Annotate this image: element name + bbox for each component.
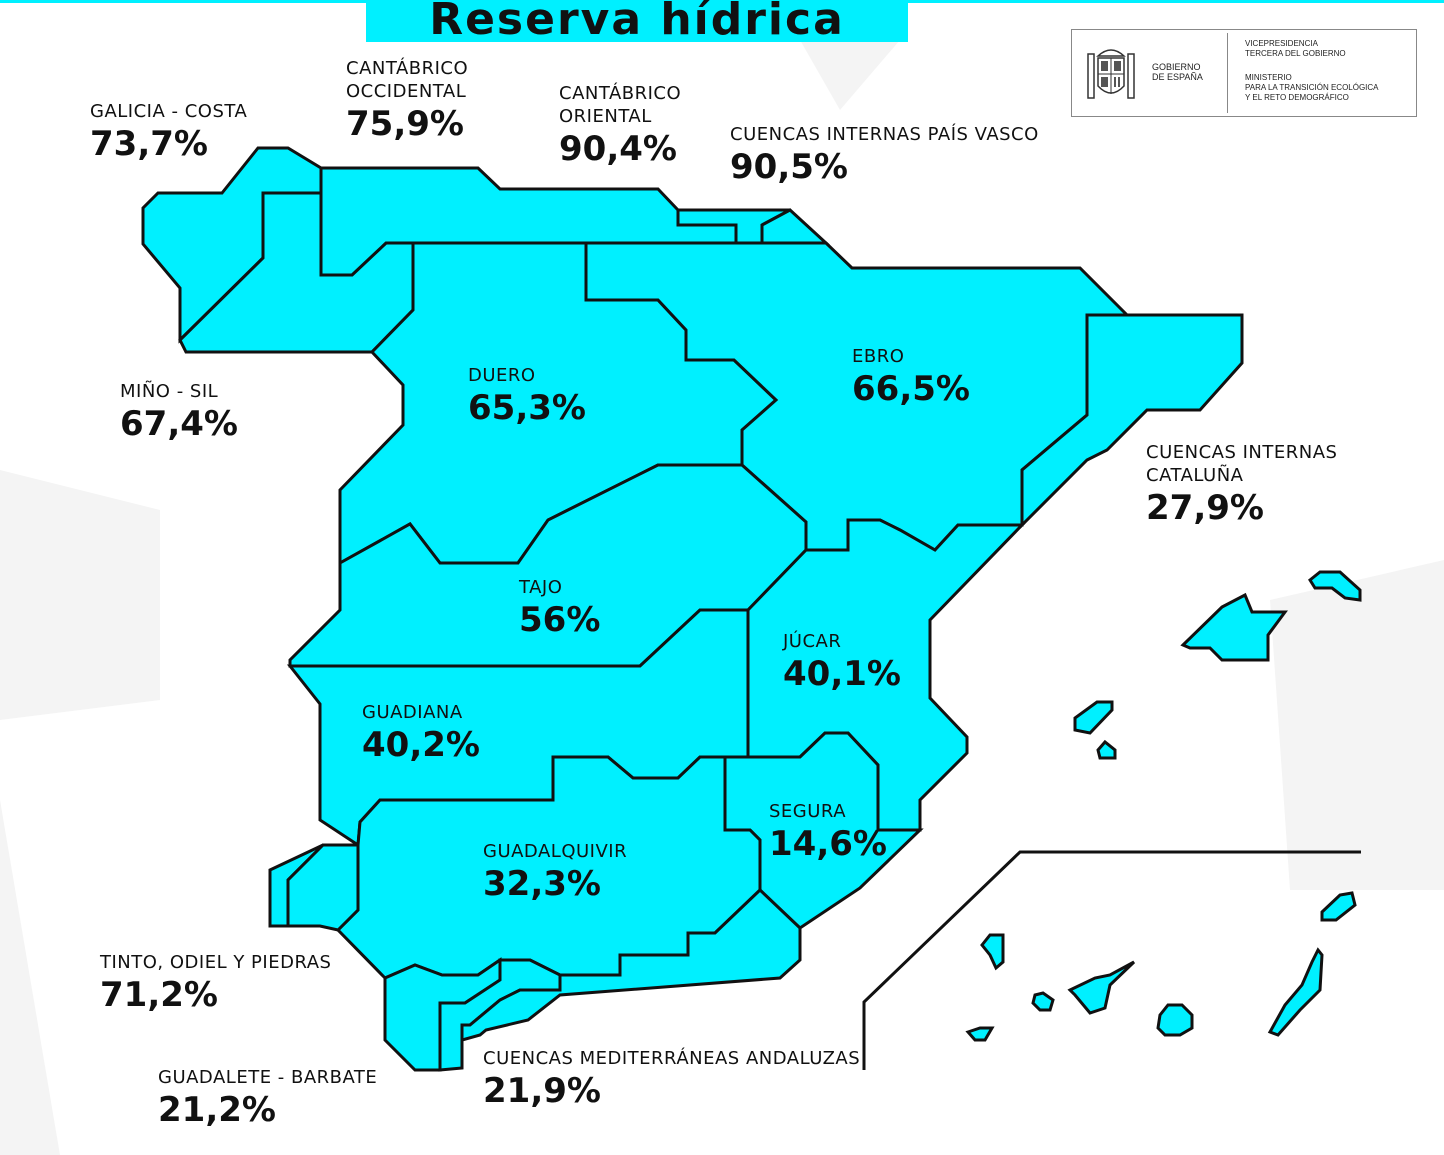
- basin-name: SEGURA: [769, 801, 847, 822]
- island-mallorca[interactable]: [1180, 592, 1288, 662]
- label-guadalquivir: GUADALQUIVIR 32,3%: [483, 840, 627, 905]
- basin-value: 67,4%: [120, 404, 238, 444]
- basin-name: MIÑO - SIL: [120, 381, 219, 402]
- map-title: Reserva hídrica: [429, 0, 845, 45]
- basin-tinto-odiel[interactable]: [286, 843, 360, 932]
- island-formentera[interactable]: [1096, 739, 1117, 760]
- basin-name: JÚCAR: [783, 631, 842, 652]
- ministerio-text: MINISTERIO PARA LA TRANSICIÓN ECOLÓGICA …: [1245, 73, 1379, 102]
- island-tenerife[interactable]: [1067, 960, 1136, 1015]
- island-la-gomera[interactable]: [1031, 991, 1055, 1012]
- basin-name: CUENCAS INTERNAS PAÍS VASCO: [730, 124, 1039, 145]
- basin-value: 56%: [519, 600, 601, 640]
- label-cataluna: CUENCAS INTERNAS CATALUÑA 27,9%: [1146, 441, 1337, 529]
- basin-value: 66,5%: [852, 369, 970, 409]
- island-ibiza[interactable]: [1073, 700, 1114, 735]
- label-pais-vasco: CUENCAS INTERNAS PAÍS VASCO 90,5%: [730, 123, 1039, 188]
- basin-value: 27,9%: [1146, 488, 1264, 528]
- label-ebro: EBRO 66,5%: [852, 345, 970, 410]
- label-tinto: TINTO, ODIEL Y PIEDRAS 71,2%: [100, 951, 331, 1016]
- label-mediterraneas: CUENCAS MEDITERRÁNEAS ANDALUZAS 21,9%: [483, 1047, 860, 1112]
- island-la-palma[interactable]: [980, 933, 1005, 971]
- basin-name: DUERO: [468, 365, 536, 386]
- basin-name: CANTÁBRICO OCCIDENTAL: [346, 58, 469, 102]
- basin-value: 40,2%: [362, 725, 480, 765]
- gobierno-text: GOBIERNO DE ESPAÑA: [1152, 62, 1203, 82]
- canary-inset-frame: [862, 850, 1361, 1070]
- government-logo: GOBIERNO DE ESPAÑA VICEPRESIDENCIA TERCE…: [1071, 29, 1417, 117]
- basin-name: GUADALQUIVIR: [483, 841, 628, 862]
- coat-of-arms-icon: [1087, 49, 1135, 99]
- label-cantabrico-oriental: CANTÁBRICO ORIENTAL 90,4%: [559, 82, 681, 170]
- island-lanzarote[interactable]: [1320, 891, 1357, 922]
- basin-value: 90,4%: [559, 129, 677, 169]
- basin-name: GALICIA - COSTA: [90, 101, 248, 122]
- basin-name: TAJO: [519, 577, 563, 598]
- basin-cataluna[interactable]: [1020, 313, 1244, 529]
- basin-name: EBRO: [852, 346, 905, 367]
- basin-name: GUADIANA: [362, 702, 463, 723]
- island-menorca[interactable]: [1308, 570, 1362, 602]
- basin-value: 65,3%: [468, 388, 586, 428]
- basin-name: GUADALETE - BARBATE: [158, 1067, 378, 1088]
- title-banner: Reserva hídrica: [366, 0, 908, 45]
- basin-tajo[interactable]: [288, 463, 808, 668]
- basin-name: CANTÁBRICO ORIENTAL: [559, 83, 682, 127]
- vicepresidencia-text: VICEPRESIDENCIA TERCERA DEL GOBIERNO: [1245, 39, 1346, 58]
- basin-name: CUENCAS INTERNAS CATALUÑA: [1146, 442, 1338, 486]
- label-guadalete: GUADALETE - BARBATE 21,2%: [158, 1066, 377, 1131]
- basin-name: CUENCAS MEDITERRÁNEAS ANDALUZAS: [483, 1048, 861, 1069]
- basin-mediterraneas-main[interactable]: [460, 887, 802, 1068]
- island-el-hierro[interactable]: [965, 1026, 995, 1042]
- basin-value: 75,9%: [346, 104, 464, 144]
- label-galicia-costa: GALICIA - COSTA 73,7%: [90, 100, 247, 165]
- label-duero: DUERO 65,3%: [468, 364, 586, 429]
- label-tajo: TAJO 56%: [519, 576, 600, 641]
- label-jucar: JÚCAR 40,1%: [783, 630, 901, 695]
- label-cantabrico-occidental: CANTÁBRICO OCCIDENTAL 75,9%: [346, 57, 468, 145]
- island-fuerteventura[interactable]: [1267, 947, 1324, 1037]
- basin-value: 71,2%: [100, 975, 218, 1015]
- basin-name: TINTO, ODIEL Y PIEDRAS: [100, 952, 332, 973]
- label-mino-sil: MIÑO - SIL 67,4%: [120, 380, 238, 445]
- basin-value: 73,7%: [90, 124, 208, 164]
- label-segura: SEGURA 14,6%: [769, 800, 887, 865]
- basin-value: 40,1%: [783, 654, 901, 694]
- basin-value: 21,9%: [483, 1071, 601, 1111]
- label-guadiana: GUADIANA 40,2%: [362, 701, 480, 766]
- basin-value: 90,5%: [730, 147, 848, 187]
- basin-value: 32,3%: [483, 864, 601, 904]
- logo-divider: [1227, 33, 1228, 113]
- basin-value: 21,2%: [158, 1090, 276, 1130]
- basin-value: 14,6%: [769, 824, 887, 864]
- island-gran-canaria[interactable]: [1156, 1003, 1194, 1037]
